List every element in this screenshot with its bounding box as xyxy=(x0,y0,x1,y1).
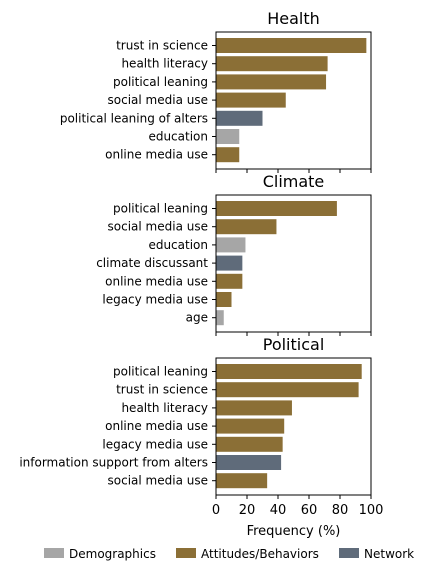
bar xyxy=(216,219,277,235)
panel-title: Political xyxy=(263,335,325,354)
category-label: online media use xyxy=(105,148,208,162)
bar xyxy=(216,292,232,307)
category-label: trust in science xyxy=(116,39,208,53)
bar xyxy=(216,129,240,144)
x-tick-label: 80 xyxy=(332,503,349,518)
category-label: trust in science xyxy=(116,383,208,397)
category-label: age xyxy=(186,311,208,325)
legend-swatch xyxy=(339,548,359,558)
bar xyxy=(216,400,292,416)
category-label: education xyxy=(148,130,208,144)
chart-panel-climate: Climate political leaning social media use… xyxy=(96,172,372,336)
category-label: health literacy xyxy=(121,401,208,415)
bar xyxy=(216,382,359,398)
bar xyxy=(216,201,337,216)
chart-panel-health: Health trust in science health literacy pol… xyxy=(60,9,372,173)
chart-panel-political: Political political leaning trust in scien… xyxy=(19,335,383,539)
bar xyxy=(216,56,328,72)
legend-label: Demographics xyxy=(69,547,156,561)
category-label: social media use xyxy=(108,220,208,234)
bar xyxy=(216,364,362,379)
category-label: online media use xyxy=(105,419,208,433)
x-tick-label: 20 xyxy=(239,503,256,518)
x-tick-label: 40 xyxy=(270,503,287,518)
legend: Demographics Attitudes/Behaviors Network xyxy=(44,547,414,561)
bar xyxy=(216,418,285,434)
plot-frame xyxy=(215,31,372,170)
legend-swatch xyxy=(176,548,196,558)
legend-label: Attitudes/Behaviors xyxy=(201,547,319,561)
category-label: political leaning of alters xyxy=(60,111,208,125)
panel-title: Climate xyxy=(263,172,325,191)
bar xyxy=(216,237,246,253)
bar xyxy=(216,147,240,163)
bar xyxy=(216,455,282,470)
x-tick-label: 0 xyxy=(212,503,220,518)
category-label: political leaning xyxy=(113,365,208,379)
plot-frame xyxy=(215,357,372,496)
bar xyxy=(216,273,243,289)
bar xyxy=(216,436,283,452)
category-label: political leaning xyxy=(113,202,208,216)
x-tick-label: 100 xyxy=(359,503,384,518)
category-label: health literacy xyxy=(121,57,208,71)
bar xyxy=(216,473,268,489)
category-label: online media use xyxy=(105,274,208,288)
category-label: social media use xyxy=(108,93,208,107)
category-label: legacy media use xyxy=(102,437,208,451)
category-label: education xyxy=(148,238,208,252)
category-label: social media use xyxy=(108,474,208,488)
x-axis-label: Frequency (%) xyxy=(247,524,341,539)
category-label: political leaning xyxy=(113,75,208,89)
bar xyxy=(216,310,224,326)
bar xyxy=(216,110,263,126)
bar xyxy=(216,92,286,108)
panel-title: Health xyxy=(267,9,320,28)
category-label: information support from alters xyxy=(19,456,208,470)
bar xyxy=(216,255,243,271)
x-tick-label: 60 xyxy=(301,503,318,518)
category-label: legacy media use xyxy=(102,293,208,307)
bar xyxy=(216,74,327,90)
bar xyxy=(216,38,367,53)
legend-label: Network xyxy=(364,547,414,561)
plot-frame xyxy=(215,194,372,333)
category-label: climate discussant xyxy=(96,256,208,270)
legend-swatch xyxy=(44,548,64,558)
